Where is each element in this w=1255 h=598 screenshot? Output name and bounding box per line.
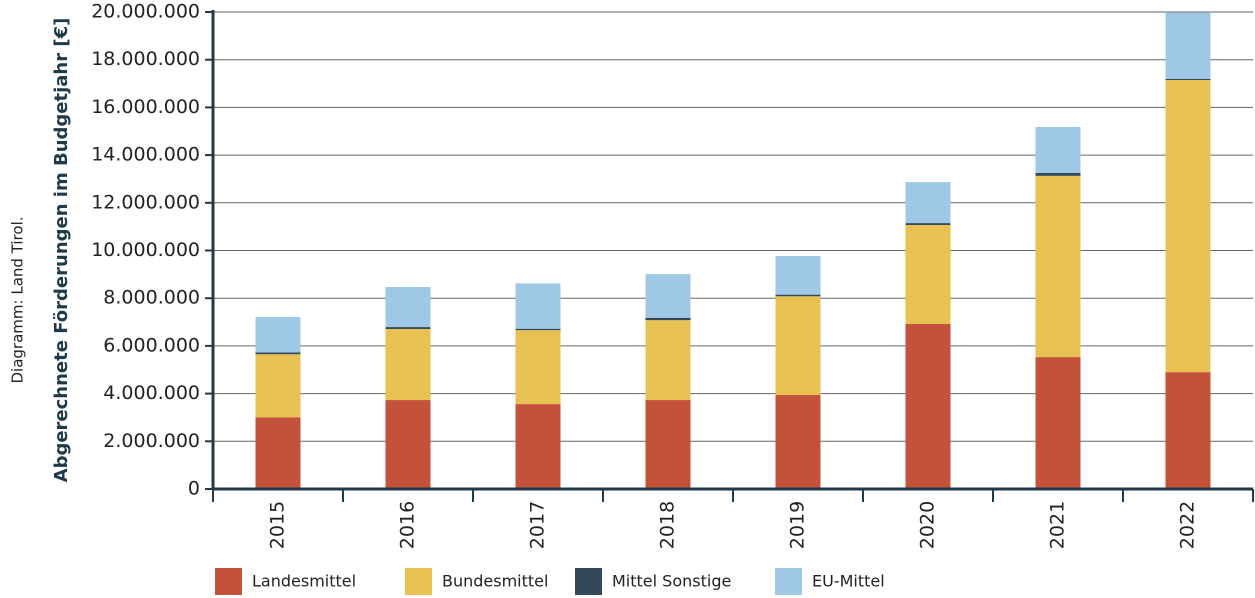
bar-segment: [775, 296, 821, 396]
x-tick-label: 2020: [917, 501, 939, 549]
y-tick-label: 20.000.000: [91, 1, 200, 23]
bar-segment: [385, 286, 431, 328]
bar-segment: [515, 404, 561, 489]
bar-segment: [385, 328, 431, 401]
y-tick-label: 2.000.000: [103, 430, 200, 452]
bar-segment: [775, 294, 821, 297]
legend-label: EU-Mittel: [812, 572, 885, 591]
source: Diagramm: Land Tirol.: [9, 217, 27, 384]
legend-label: Landesmittel: [252, 572, 356, 591]
y-tick-label: 10.000.000: [91, 239, 200, 261]
bar-segment: [645, 317, 691, 321]
bar-segment: [385, 327, 431, 329]
bar-segment: [905, 223, 951, 225]
bar-segment: [515, 283, 561, 329]
bar-segment: [905, 323, 951, 489]
bar-segment: [255, 352, 301, 355]
y-tick-label: 14.000.000: [91, 144, 200, 166]
y-tick-label: 12.000.000: [91, 191, 200, 213]
bar-segment: [1035, 175, 1081, 358]
legend-swatch: [215, 568, 242, 595]
x-tick-label: 2018: [657, 501, 679, 549]
bar-segment: [385, 400, 431, 489]
legend-label: Mittel Sonstige: [612, 572, 731, 591]
bar-segment: [1035, 172, 1081, 176]
bar-segment: [1035, 126, 1081, 173]
bar-segment: [645, 400, 691, 489]
bar-segment: [255, 354, 301, 418]
bar-segment: [775, 255, 821, 295]
bar-segment: [255, 417, 301, 489]
x-tick-label: 2017: [527, 501, 549, 549]
x-tick-label: 2019: [787, 501, 809, 549]
y-tick-label: 16.000.000: [91, 96, 200, 118]
y-tick-label: 4.000.000: [103, 382, 200, 404]
y-tick-label: 6.000.000: [103, 334, 200, 356]
x-tick-label: 2015: [267, 501, 289, 549]
bar-segment: [515, 328, 561, 331]
y-tick-label: 0: [188, 478, 200, 500]
legend-swatch: [775, 568, 802, 595]
bar-segment: [775, 395, 821, 489]
bar-segment: [1165, 79, 1211, 373]
y-axis-title: Abgerechnete Förderungen im Budgetjahr […: [51, 18, 72, 483]
bar-segment: [1035, 357, 1081, 489]
legend-swatch: [575, 568, 602, 595]
x-tick-label: 2021: [1047, 501, 1069, 549]
bar-segment: [515, 330, 561, 405]
bar-segment: [645, 274, 691, 318]
y-tick-label: 18.000.000: [91, 48, 200, 70]
bar-segment: [905, 224, 951, 324]
x-tick-label: 2016: [397, 501, 419, 549]
legend-swatch: [405, 568, 432, 595]
x-tick-label: 2022: [1177, 501, 1199, 549]
bar-segment: [1165, 12, 1211, 79]
y-tick-label: 8.000.000: [103, 287, 200, 309]
bar-segment: [1165, 78, 1211, 80]
bar-segment: [255, 317, 301, 353]
bar-segment: [645, 320, 691, 401]
bar-segment: [1165, 372, 1211, 489]
legend-label: Bundesmittel: [442, 572, 548, 591]
bar-segment: [905, 182, 951, 224]
